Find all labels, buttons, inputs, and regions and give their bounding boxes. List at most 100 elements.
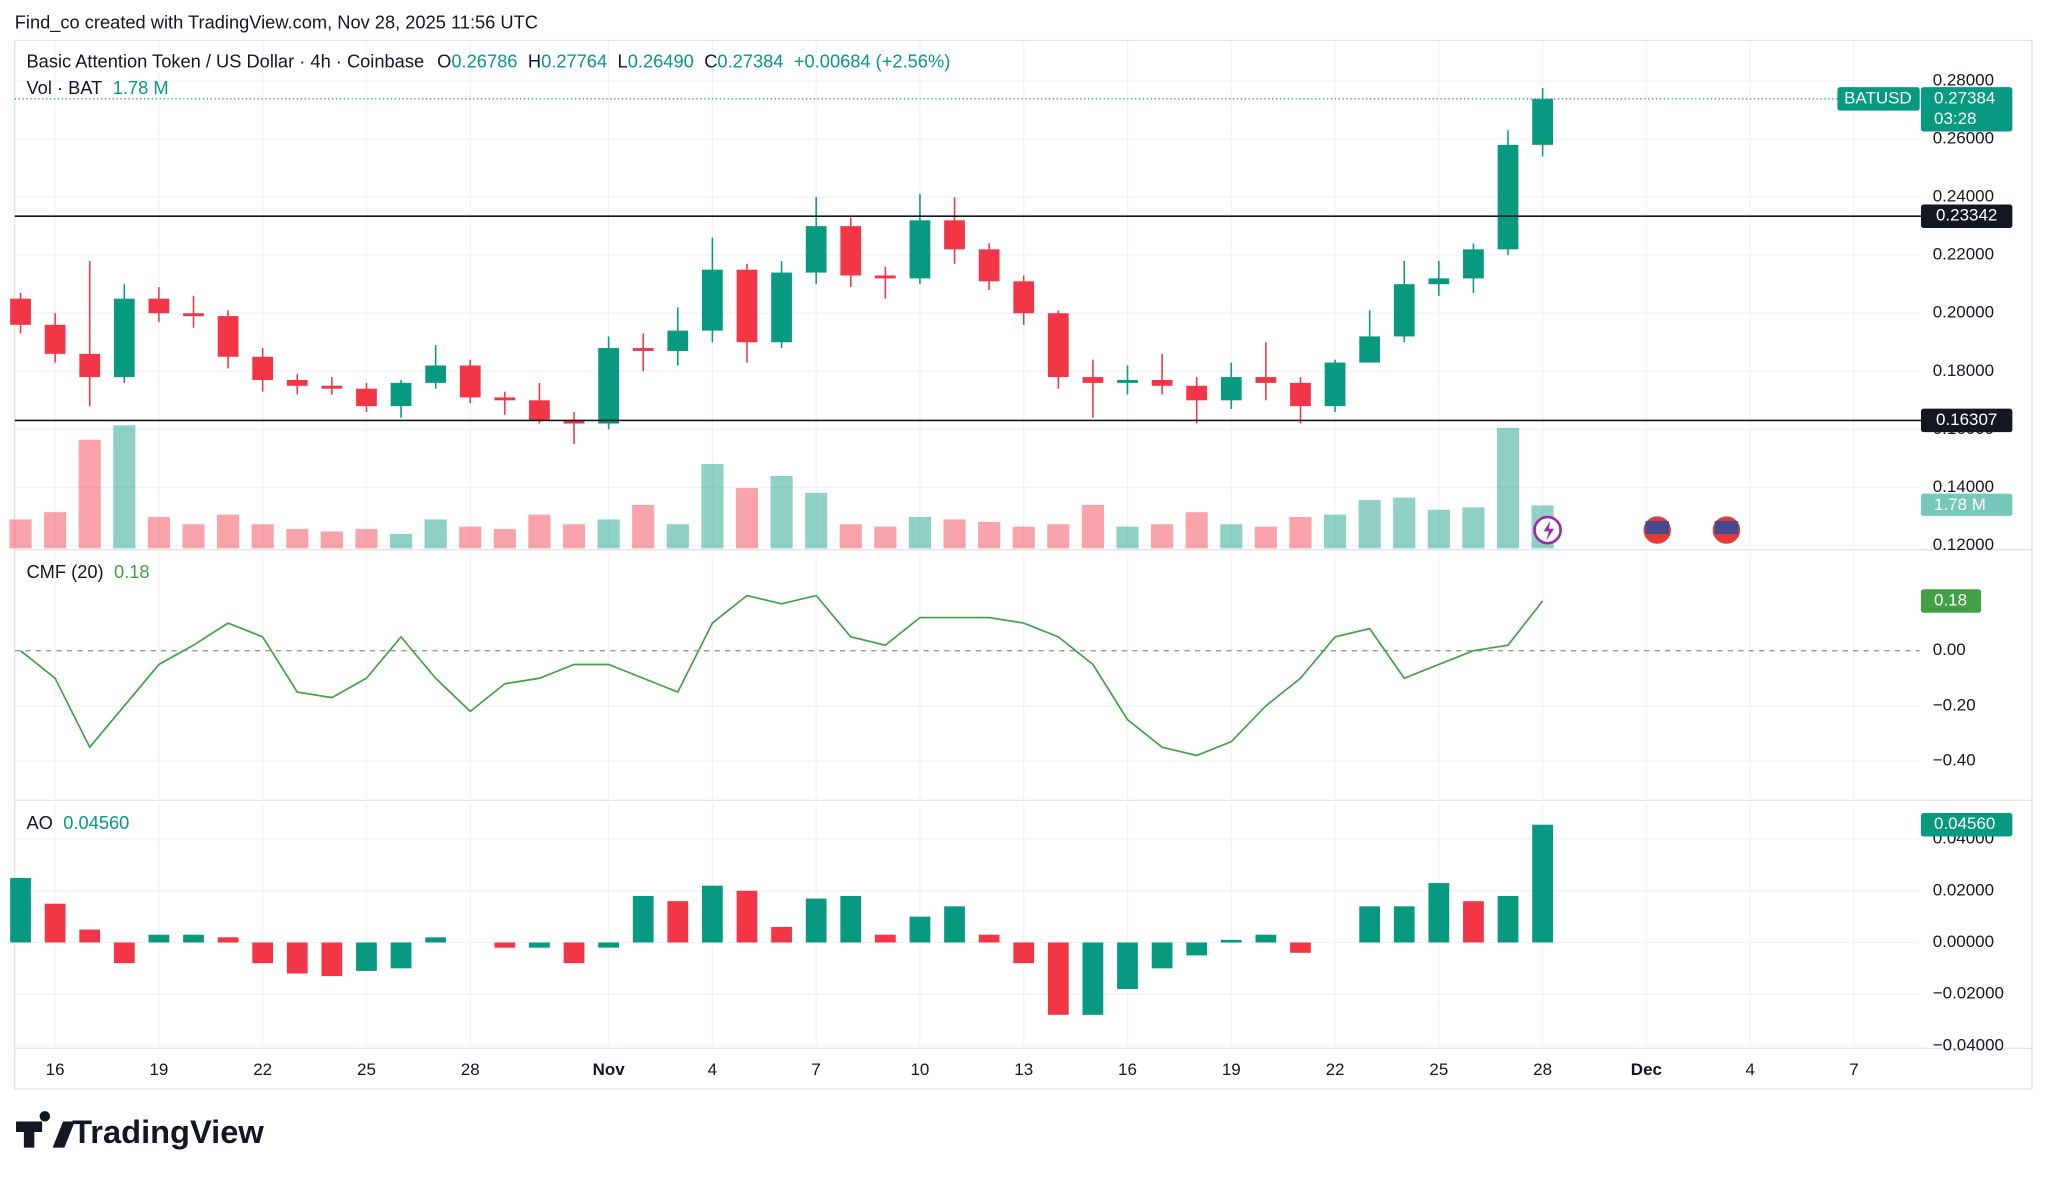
x-tick-label: 7 (811, 1060, 820, 1079)
candle-body (113, 298, 135, 378)
candle-body (1220, 377, 1242, 401)
ao-bar (1497, 895, 1519, 943)
ao-bar (563, 942, 585, 964)
volume-bar (44, 512, 67, 549)
ao-bar (1117, 942, 1138, 990)
legend-item: C (704, 50, 717, 71)
last-price-box (1920, 87, 2013, 132)
ao-bar (598, 942, 619, 948)
volume-bar (978, 521, 1001, 549)
volume-bar (1462, 507, 1485, 549)
candle-body (1428, 278, 1450, 285)
candle-body (1393, 284, 1415, 337)
y-tick-label: 0.20000 (1933, 303, 1994, 322)
cmf-line (20, 594, 1544, 757)
y-tick-label: 0.18000 (1933, 361, 1994, 380)
x-tick-label: Nov (593, 1060, 626, 1079)
ao-bar (1186, 942, 1208, 956)
volume-bar (320, 531, 343, 549)
flag (1714, 520, 1739, 535)
ao-bar (183, 934, 204, 943)
x-tick-label: 4 (1745, 1060, 1754, 1079)
ao-bar (944, 906, 965, 943)
candle-body (909, 220, 931, 279)
candle-body (1186, 385, 1208, 401)
volume-bar (839, 524, 862, 549)
ao-bar (1359, 906, 1381, 943)
y-tick-label: −0.40 (1933, 750, 1976, 769)
ao-bar (321, 942, 343, 977)
legend-item: Basic Attention Token / US Dollar · 4h ·… (26, 50, 424, 71)
candle-body (840, 226, 862, 276)
candle-body (1013, 281, 1035, 314)
candle-body (1324, 362, 1346, 407)
logo-text: TradingView (72, 1113, 264, 1150)
x-tick-label: 16 (46, 1060, 65, 1079)
volume-bar (1358, 500, 1381, 549)
value-box-label: 0.04560 (1934, 814, 1995, 833)
last-price-label: 0.27384 (1934, 88, 1995, 107)
ao-bar (10, 877, 31, 943)
x-tick-label: Dec (1631, 1060, 1662, 1079)
x-tick-label: 13 (1014, 1060, 1033, 1079)
candle-body (771, 272, 792, 343)
legend-item: H (528, 50, 541, 71)
ao-bar (44, 903, 66, 943)
y-tick-label: 0.22000 (1933, 245, 1994, 264)
legend-item: AO (26, 812, 52, 833)
candle-body (598, 348, 619, 424)
candle-body (1117, 379, 1138, 383)
candle-body (459, 365, 481, 398)
ao-bar (1255, 934, 1277, 943)
ao-bar (1013, 942, 1035, 964)
ao-bar (1047, 942, 1069, 1015)
volume-bar (1081, 504, 1104, 549)
volume-bar (9, 519, 32, 549)
candle-body (1463, 249, 1484, 279)
volume-bar (493, 529, 516, 549)
candle-body (736, 269, 758, 343)
symbol-label: BATUSD (1844, 88, 1912, 107)
y-tick-label: 0.28000 (1933, 70, 1994, 89)
y-tick-label: −0.02000 (1933, 984, 2004, 1003)
volume-last-label: 1.78 M (1934, 495, 1986, 514)
candle-body (148, 298, 170, 314)
candle-body (1047, 313, 1069, 378)
volume-bar (874, 526, 897, 549)
legend-item: 0.26490 (628, 50, 694, 71)
x-tick-label: 22 (253, 1060, 272, 1079)
ao-bar (252, 942, 274, 964)
ao-bar (1393, 906, 1415, 943)
volume-bar (908, 517, 932, 549)
candle-body (1290, 382, 1311, 407)
y-tick-label: 0.00000 (1933, 932, 1994, 951)
ao-bar (909, 916, 931, 943)
ao-bar (79, 929, 101, 943)
ao-bar (736, 890, 758, 943)
candle-body (529, 400, 550, 421)
credit: Find_co created with TradingView.com, No… (15, 11, 538, 33)
volume-bar (217, 514, 240, 549)
candle-body (978, 249, 1000, 282)
y-tick-label: 0.12000 (1933, 535, 1994, 554)
volume-bar (182, 524, 205, 549)
legend-item: 0.27764 (541, 50, 607, 71)
legend-item: Vol · BAT (26, 77, 102, 98)
x-tick-label: 19 (149, 1060, 168, 1079)
x-tick-label: 7 (1849, 1060, 1858, 1079)
volume-bar (251, 524, 274, 549)
volume-bar (113, 425, 136, 549)
ao-bar (529, 942, 550, 948)
volume-bar (1393, 497, 1416, 549)
y-tick-label: 0.14000 (1933, 477, 1994, 496)
candle-body (321, 385, 343, 389)
candle-body (79, 353, 101, 378)
ao-bar (1463, 901, 1484, 943)
y-tick-label: −0.04000 (1933, 1035, 2004, 1054)
volume-bar (562, 524, 586, 549)
legend-item: 0.18 (114, 561, 150, 582)
volume-bar (1496, 427, 1520, 549)
ao-bar (1151, 942, 1173, 969)
candle-body (632, 348, 654, 351)
